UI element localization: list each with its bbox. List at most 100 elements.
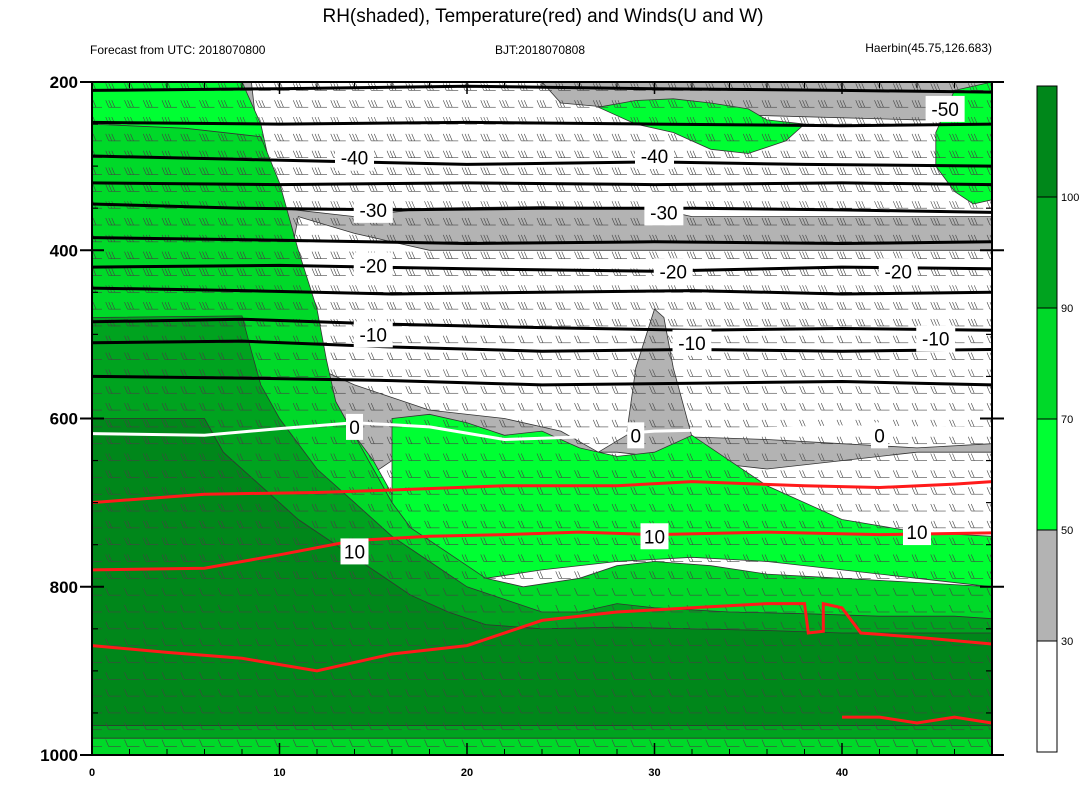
wind-barb [892, 318, 909, 327]
wind-barb [480, 133, 496, 142]
wind-barb [274, 386, 290, 394]
wind-barb [105, 352, 121, 360]
wind-barb [517, 184, 534, 192]
rh-shading [92, 82, 992, 755]
wind-barb [536, 419, 552, 428]
wind-barb [349, 133, 365, 142]
wind-barb [236, 369, 252, 377]
wind-barb [855, 251, 871, 259]
wind-barb [292, 150, 309, 159]
wind-barb [274, 100, 290, 108]
wind-barb [667, 386, 684, 394]
wind-barb [874, 302, 890, 310]
wind-barb [180, 184, 196, 192]
wind-barb [405, 369, 421, 377]
wind-barb [161, 133, 177, 142]
wind-barb [274, 268, 290, 276]
wind-barb [105, 100, 121, 108]
wind-barb [311, 402, 327, 411]
wind-barb [817, 335, 834, 344]
wind-barb [892, 167, 909, 175]
wind-barb [836, 335, 852, 344]
wind-barb [780, 335, 796, 344]
wind-barb [499, 184, 515, 192]
wind-barb [311, 386, 327, 394]
wind-barb [180, 402, 196, 411]
wind-barb [330, 100, 346, 108]
wind-barb [274, 167, 290, 175]
wind-barb [611, 251, 627, 259]
wind-barb [667, 402, 684, 411]
wind-barb [517, 167, 534, 175]
wind-barb [424, 352, 440, 360]
wind-barb [424, 217, 440, 226]
wind-barb [817, 369, 834, 377]
colorbar-box [1036, 529, 1058, 642]
wind-barb [649, 318, 665, 327]
wind-barb [892, 184, 909, 192]
wind-barb [217, 352, 234, 360]
wind-barb [930, 167, 946, 175]
wind-barb [555, 386, 571, 394]
wind-barb [424, 402, 440, 411]
wind-barb [386, 100, 402, 108]
wind-barb [255, 352, 271, 360]
wind-barb [536, 302, 552, 310]
wind-barb [836, 352, 852, 360]
wind-barb [105, 386, 121, 394]
wind-barb [142, 217, 159, 226]
wind-barb [367, 100, 384, 108]
wind-barb [967, 251, 984, 259]
wind-barb [742, 369, 759, 377]
wind-barb [874, 318, 890, 327]
wind-barb [105, 419, 121, 428]
wind-barb [930, 201, 946, 209]
wind-barb [836, 217, 852, 226]
wind-barb [180, 268, 196, 276]
wind-barb [892, 335, 909, 344]
wind-barb [724, 369, 740, 377]
wind-barb [480, 217, 496, 226]
wind-barb [405, 100, 421, 108]
wind-barb [124, 100, 140, 108]
wind-barb [124, 386, 140, 394]
wind-barb [236, 167, 252, 175]
wind-barb [536, 217, 552, 226]
wind-barb [855, 184, 871, 192]
wind-barb [611, 369, 627, 377]
wind-barb [105, 268, 121, 276]
wind-barb [836, 285, 852, 293]
wind-barb [724, 302, 740, 310]
colorbar-box [1036, 85, 1058, 198]
wind-barb [892, 100, 909, 108]
wind-barb [967, 167, 984, 175]
wind-barb [217, 419, 234, 428]
wind-barb [930, 150, 946, 159]
wind-barb [855, 150, 871, 159]
wind-barb [855, 402, 871, 411]
wind-barb [855, 352, 871, 360]
wind-barb [142, 167, 159, 175]
wind-barb [724, 335, 740, 344]
wind-barb [274, 302, 290, 310]
wind-barb [517, 133, 534, 142]
wind-barb [236, 386, 252, 394]
colorbar-label: 30 [1061, 636, 1073, 648]
wind-barb [761, 100, 777, 108]
wind-barb [649, 369, 665, 377]
wind-barb [274, 217, 290, 226]
wind-barb [911, 167, 927, 175]
contour-label: 10 [640, 523, 669, 550]
wind-barb [799, 167, 815, 175]
wind-barb [742, 217, 759, 226]
wind-barb [311, 352, 327, 360]
contour-label: -20 [353, 252, 393, 279]
forecast-subtitle: Forecast from UTC: 2018070800 [90, 43, 266, 57]
wind-barb [780, 318, 796, 327]
wind-barb [236, 251, 252, 259]
wind-barb [199, 402, 215, 411]
wind-barb [480, 419, 496, 428]
wind-barb [836, 251, 852, 259]
wind-barb [592, 217, 609, 226]
